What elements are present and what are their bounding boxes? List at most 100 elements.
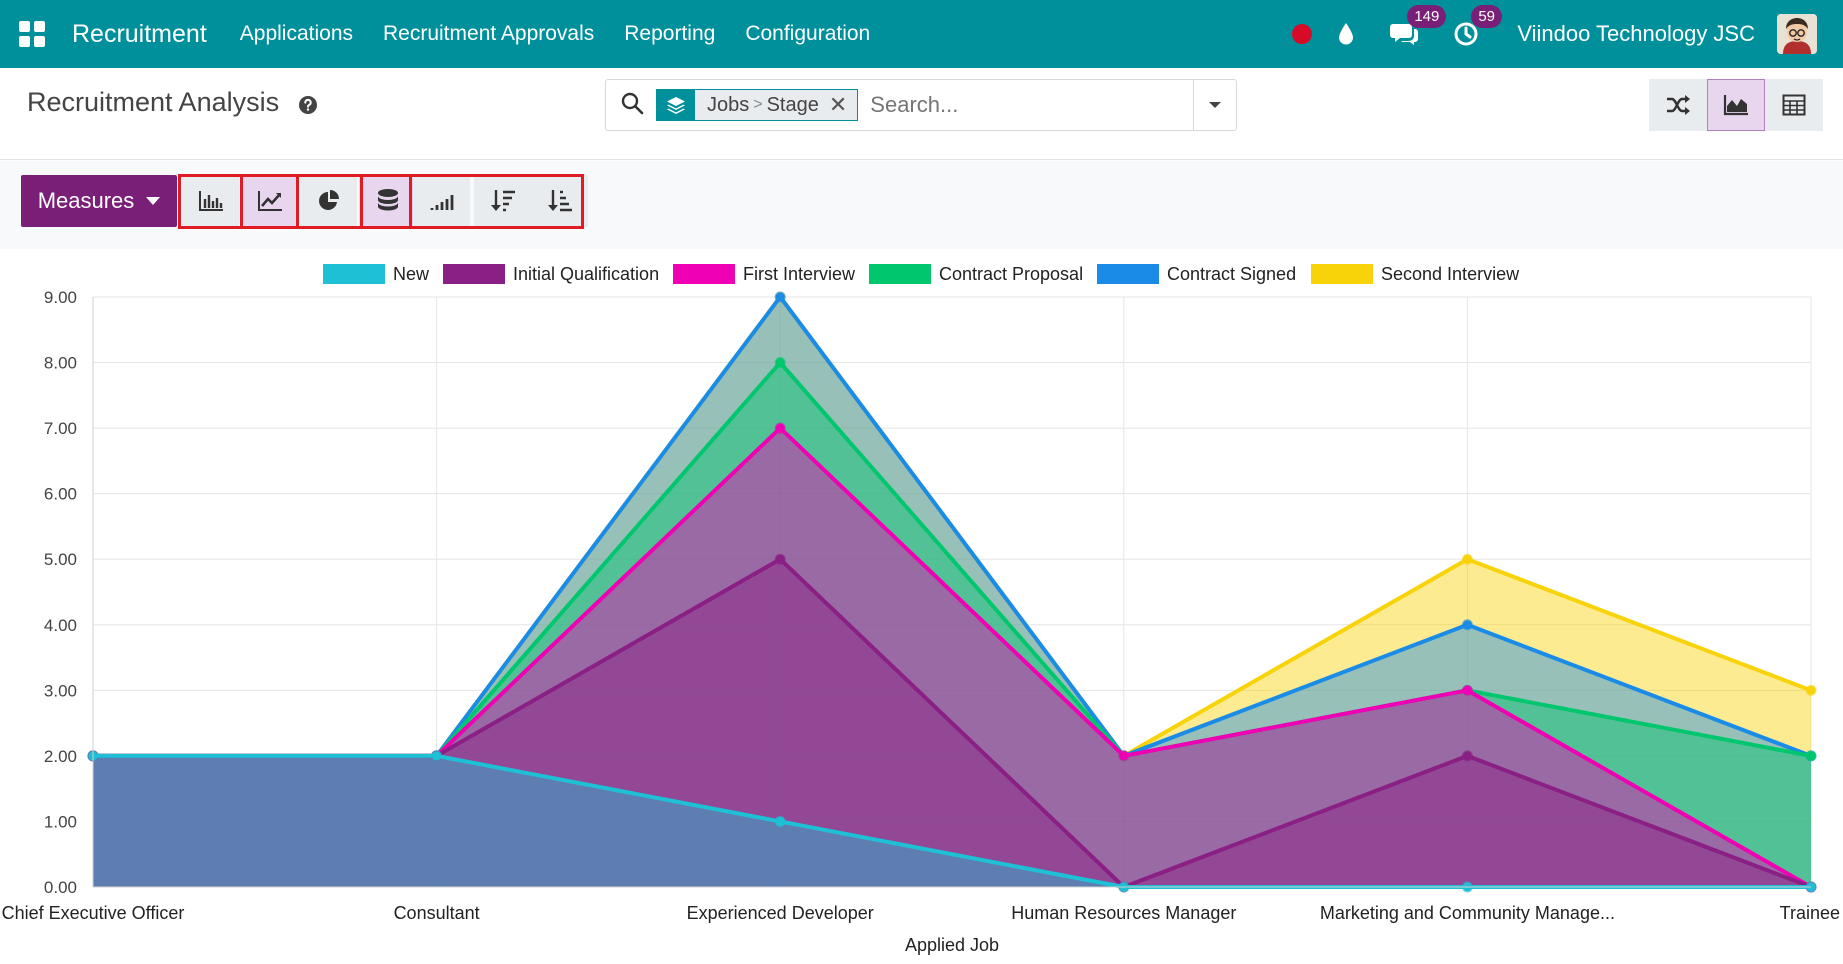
legend-item[interactable]: Second Interview [1311, 264, 1520, 284]
legend-item[interactable]: Initial Qualification [443, 264, 659, 284]
sort-ascending-button[interactable] [531, 175, 588, 227]
y-tick-label: 4.00 [44, 616, 77, 635]
menu-reporting[interactable]: Reporting [624, 22, 716, 45]
search-icon[interactable] [620, 91, 644, 120]
y-tick-label: 6.00 [44, 485, 77, 504]
messages-button[interactable]: 149 [1389, 5, 1447, 47]
pivot-view-button[interactable] [1649, 79, 1707, 131]
graph-view-button[interactable] [1707, 79, 1765, 131]
data-point[interactable] [1805, 684, 1817, 696]
apps-grid-icon [19, 21, 45, 47]
y-tick-label: 7.00 [44, 419, 77, 438]
data-point[interactable] [1118, 750, 1130, 762]
y-tick-label: 3.00 [44, 681, 77, 700]
sort-descending-button[interactable] [474, 175, 531, 227]
stacked-icon [377, 189, 398, 211]
data-point[interactable] [774, 291, 786, 303]
legend-swatch [673, 264, 735, 284]
legend-swatch [323, 264, 385, 284]
activities-badge: 59 [1471, 5, 1502, 28]
x-tick-label: Chief Executive Officer [2, 903, 185, 923]
data-point[interactable] [1461, 750, 1473, 762]
data-point[interactable] [774, 422, 786, 434]
sort-asc-icon [547, 190, 572, 212]
stacked-button[interactable] [359, 175, 416, 227]
app-brand[interactable]: Recruitment [72, 19, 207, 48]
facet-close-icon[interactable]: ✕ [828, 90, 858, 120]
data-point[interactable] [774, 553, 786, 565]
bar-chart-button[interactable] [182, 175, 239, 227]
sort-desc-icon [490, 190, 515, 212]
x-tick-label: Marketing and Community Manage... [1320, 903, 1615, 923]
data-point[interactable] [1461, 684, 1473, 696]
x-axis-label: Applied Job [905, 935, 999, 955]
legend-label: Second Interview [1381, 264, 1520, 284]
clock-icon [1454, 22, 1478, 46]
legend-label: Initial Qualification [513, 264, 659, 284]
line-chart-button[interactable] [241, 175, 298, 227]
area-0 [93, 755, 1811, 887]
y-tick-label: 9.00 [44, 288, 77, 307]
legend-swatch [869, 264, 931, 284]
legend-item[interactable]: New [323, 264, 430, 284]
activities-button[interactable]: 59 [1453, 5, 1502, 47]
company-switcher[interactable]: Viindoo Technology JSC [1517, 21, 1755, 46]
chat-icon [1390, 24, 1419, 45]
shuffle-icon [1667, 95, 1690, 115]
bar-chart-icon [198, 191, 223, 211]
data-point[interactable] [1461, 619, 1473, 631]
facet-group-stage: Stage [766, 93, 819, 116]
data-point[interactable] [431, 750, 443, 762]
data-point[interactable] [774, 815, 786, 827]
legend-swatch [1311, 264, 1373, 284]
y-tick-label: 8.00 [44, 354, 77, 373]
area-3 [93, 362, 1811, 887]
data-point[interactable] [1461, 553, 1473, 565]
legend-item[interactable]: First Interview [673, 264, 856, 284]
y-tick-label: 1.00 [44, 812, 77, 831]
pie-chart-icon [318, 190, 339, 210]
menu-recruitment-approvals[interactable]: Recruitment Approvals [383, 22, 595, 45]
view-switcher [1649, 79, 1823, 131]
groupby-facet[interactable]: Jobs > Stage ✕ [656, 89, 859, 121]
apps-menu-button[interactable] [0, 0, 64, 68]
line-chart-icon [257, 191, 282, 211]
table-icon [1782, 94, 1806, 116]
legend-label: Contract Proposal [939, 264, 1083, 284]
area-chart-icon [1723, 95, 1748, 116]
page-title: Recruitment Analysis [27, 87, 280, 117]
x-tick-label: Trainee [1780, 903, 1840, 923]
measures-label: Measures [37, 188, 135, 213]
messages-badge: 149 [1407, 5, 1447, 28]
user-avatar[interactable] [1777, 14, 1817, 54]
cumulative-icon [430, 195, 453, 210]
y-tick-label: 0.00 [44, 878, 77, 897]
legend-item[interactable]: Contract Proposal [869, 264, 1083, 284]
y-tick-label: 2.00 [44, 747, 77, 766]
list-view-button[interactable] [1765, 79, 1823, 131]
pie-chart-button[interactable] [300, 175, 357, 227]
x-tick-label: Consultant [394, 903, 480, 923]
measures-dropdown[interactable]: Measures [21, 175, 177, 227]
drop-icon[interactable] [1337, 22, 1355, 46]
legend-item[interactable]: Contract Signed [1097, 264, 1296, 284]
y-tick-label: 5.00 [44, 550, 77, 569]
legend-swatch [443, 264, 505, 284]
graph-chart: 0.00 1.00 2.00 3.00 4.00 5.00 6.00 7.00 8.00 9.00… [0, 249, 1843, 964]
search-options-toggle[interactable] [1193, 79, 1237, 131]
search-input[interactable] [870, 92, 1171, 118]
cumulative-button[interactable] [413, 175, 470, 227]
caret-down-icon [146, 197, 161, 205]
caret-down-icon [1209, 102, 1221, 108]
top-navbar: Recruitment Applications Recruitment App… [0, 0, 1843, 68]
data-point[interactable] [1805, 750, 1817, 762]
data-point[interactable] [774, 357, 786, 369]
menu-applications[interactable]: Applications [239, 22, 353, 45]
x-tick-label: Experienced Developer [687, 903, 874, 923]
control-panel: Recruitment Analysis Jobs > Stage ✕ [0, 68, 1843, 160]
help-icon[interactable] [298, 95, 318, 120]
layers-icon [657, 90, 695, 120]
record-dot-icon[interactable] [1292, 24, 1313, 44]
legend-label: Contract Signed [1167, 264, 1296, 284]
menu-configuration[interactable]: Configuration [745, 22, 871, 45]
